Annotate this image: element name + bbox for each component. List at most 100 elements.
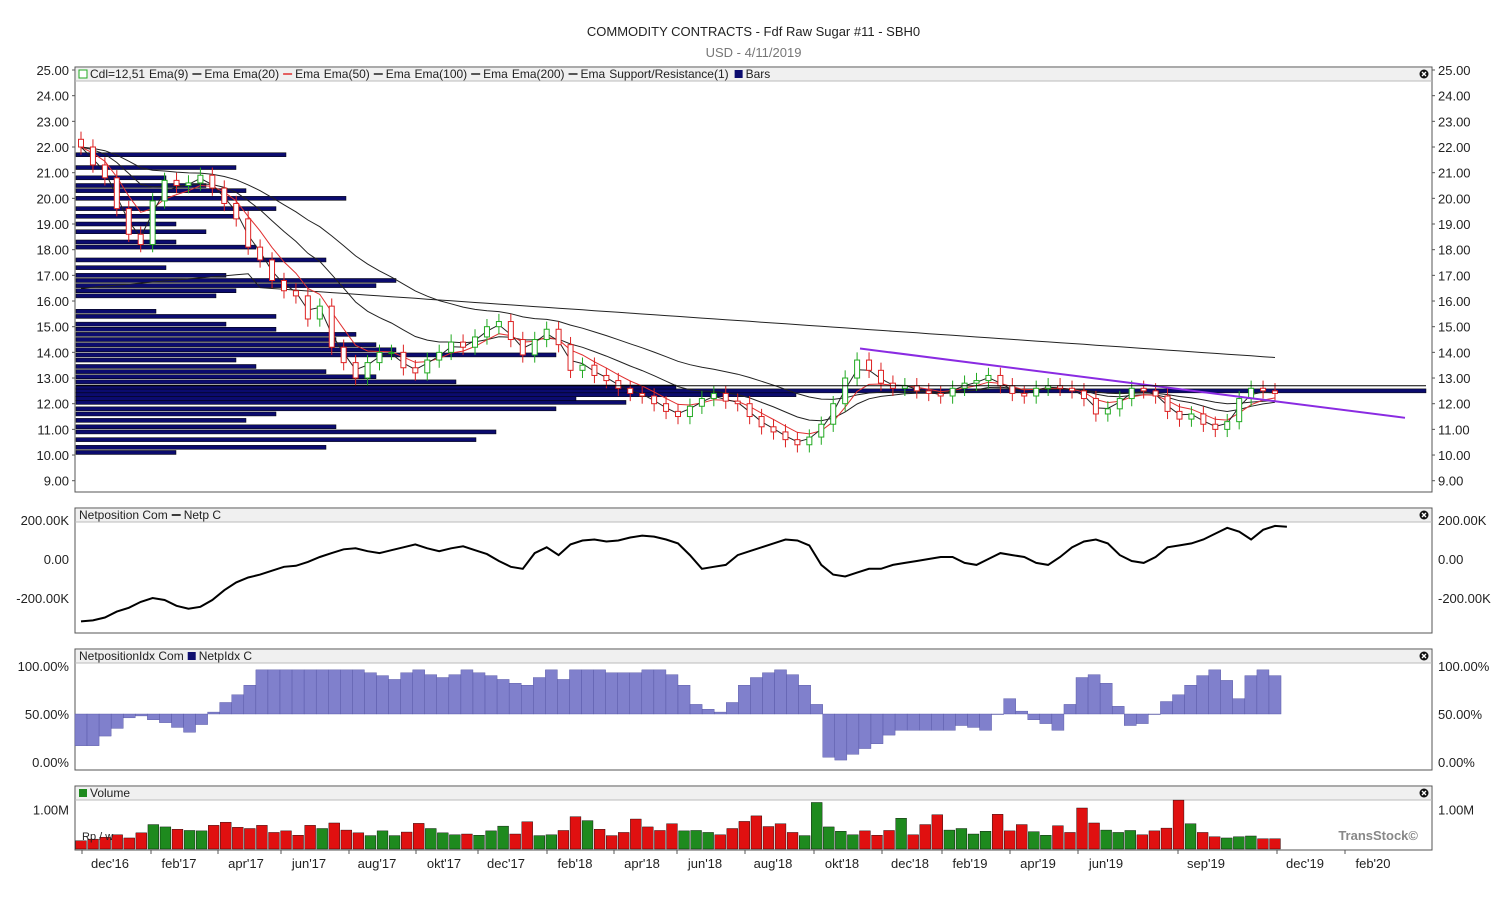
- candle-body: [137, 233, 144, 246]
- y-tick-right: 11.00: [1438, 422, 1470, 437]
- netindex-bar: [557, 679, 570, 715]
- sr-bar: [75, 388, 1427, 394]
- volume-bar: [702, 832, 714, 850]
- volume-bar: [1148, 830, 1161, 850]
- sr-bar: [75, 283, 377, 288]
- volume-bar: [1245, 835, 1257, 850]
- volume-bar: [147, 824, 159, 850]
- volume-bar: [642, 826, 654, 850]
- candle-body: [1033, 387, 1040, 397]
- sr-bar: [75, 288, 237, 294]
- candle-body: [758, 416, 765, 428]
- netindex-bar: [786, 674, 799, 715]
- legend-ema200-type: Ema: [581, 67, 606, 81]
- netidx-legend-icon: [187, 652, 196, 660]
- volume-bar: [1184, 823, 1197, 850]
- netindex-bar: [1063, 704, 1077, 715]
- volume-bar: [726, 828, 738, 850]
- netindex-bar: [979, 713, 992, 731]
- candle-body: [830, 403, 837, 425]
- x-tick-label: dec'18: [891, 856, 929, 871]
- volume-bar: [823, 826, 835, 850]
- volume-bar: [859, 830, 871, 850]
- candle-body: [1021, 392, 1028, 397]
- x-tick-label: jun'19: [1088, 856, 1123, 871]
- candle-body: [125, 208, 132, 235]
- sr-bar: [75, 196, 347, 201]
- candle-body: [1104, 408, 1111, 415]
- netindex-bar: [858, 713, 872, 749]
- candle-body: [1009, 385, 1016, 394]
- volume-bar: [220, 821, 232, 850]
- volume-bar: [473, 835, 485, 850]
- sr-bar: [75, 165, 237, 170]
- y-tick-left: 50.00%: [25, 707, 70, 722]
- candle-body: [579, 364, 586, 371]
- y-tick-right: 20.00: [1438, 191, 1471, 206]
- candle-body: [245, 218, 252, 248]
- volume-bar: [799, 835, 811, 850]
- volume-bar: [774, 823, 787, 850]
- legend-strip: [76, 650, 1431, 663]
- volume-bar: [545, 834, 557, 850]
- netindex-bar: [701, 709, 715, 715]
- volume-bar: [762, 826, 775, 850]
- sr-bar: [75, 445, 327, 450]
- x-tick-label: dec'19: [1286, 856, 1324, 871]
- netindex-bar: [255, 669, 269, 715]
- x-tick-label: aug'17: [358, 856, 397, 871]
- volume-bar: [931, 814, 943, 850]
- candle-body: [78, 138, 84, 148]
- netindex-bar: [955, 713, 968, 726]
- netindex-bar: [1039, 713, 1053, 724]
- y-tick-right: 19.00: [1438, 217, 1471, 232]
- candle-body: [197, 174, 204, 184]
- trendline: [859, 347, 1406, 419]
- sr-bar: [75, 206, 277, 211]
- netindex-bar: [388, 679, 401, 715]
- netindex-bar: [605, 672, 618, 715]
- netindex-bar: [882, 713, 896, 736]
- candle-body: [1152, 390, 1159, 397]
- netindex-bar: [1244, 675, 1258, 715]
- netindex-bar: [665, 674, 679, 715]
- candle-body: [328, 305, 335, 348]
- netindex-bar: [1136, 713, 1149, 724]
- candle-body: [113, 177, 120, 210]
- candle-body: [412, 367, 419, 374]
- y-tick-right: 200.00K: [1438, 513, 1487, 528]
- volume-bar: [268, 832, 280, 850]
- volume-bar: [364, 835, 377, 850]
- ema200-line: [80, 273, 1276, 358]
- candle-body: [973, 380, 980, 384]
- legend-netp-c: Netp C: [184, 508, 222, 522]
- candle-body: [698, 398, 705, 407]
- y-tick-right: 12.00: [1438, 397, 1471, 412]
- volume-bar: [1040, 835, 1052, 850]
- candle-body: [280, 279, 287, 292]
- volume-bar: [1172, 799, 1185, 850]
- netindex-bar: [822, 713, 835, 758]
- volume-bars: [75, 799, 1281, 850]
- y-tick-right: 25.00: [1438, 63, 1471, 78]
- volume-bar: [979, 831, 992, 850]
- legend-ema50-type: Ema: [386, 67, 411, 81]
- netindex-bar: [545, 669, 558, 715]
- y-tick-left: 18.00: [36, 243, 69, 258]
- volume-bar: [1028, 831, 1040, 850]
- legend-strip: [76, 509, 1431, 522]
- volume-legend-icon: [79, 789, 87, 797]
- netindex-bar: [713, 711, 727, 715]
- volume-bar: [593, 829, 606, 850]
- sr-bar: [75, 278, 397, 283]
- volume-bar: [485, 830, 497, 850]
- volume-bar: [388, 835, 401, 850]
- candle-body: [937, 392, 944, 397]
- netindex-bar: [1111, 706, 1125, 715]
- netindex-bar: [472, 672, 486, 715]
- volume-bar: [316, 828, 328, 850]
- netindex-bar: [412, 669, 425, 715]
- netindex-bar: [219, 702, 232, 715]
- netindex-bar: [991, 713, 1004, 715]
